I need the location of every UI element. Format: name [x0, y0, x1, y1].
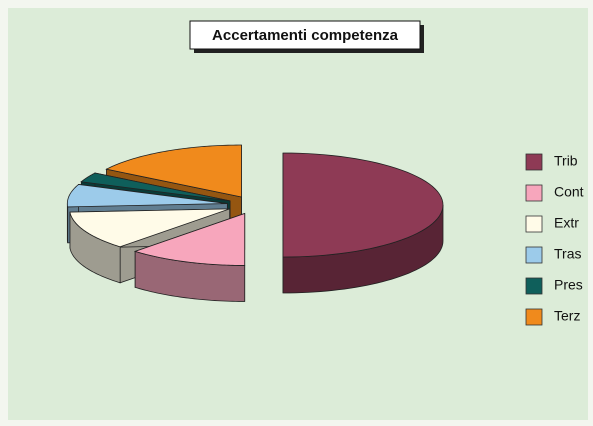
legend-label: Extr [554, 215, 579, 231]
legend-swatch [525, 153, 543, 171]
legend-label: Terz [554, 308, 580, 324]
slice [66, 184, 228, 208]
legend-swatch [525, 246, 543, 264]
title-box [189, 20, 421, 50]
legend-swatch [525, 277, 543, 295]
slice [282, 152, 444, 258]
legend-label: Pres [554, 277, 583, 293]
legend-swatch [525, 184, 543, 202]
legend-label: Cont [554, 184, 584, 200]
legend-swatch [525, 215, 543, 233]
legend-label: Trib [554, 153, 578, 169]
slice [105, 144, 242, 198]
legend-label: Tras [554, 246, 581, 262]
slice [133, 212, 246, 266]
legend-swatch [525, 308, 543, 326]
chart-title: Accertamenti competenza [212, 27, 399, 44]
slice [80, 172, 231, 202]
slice [69, 208, 230, 248]
